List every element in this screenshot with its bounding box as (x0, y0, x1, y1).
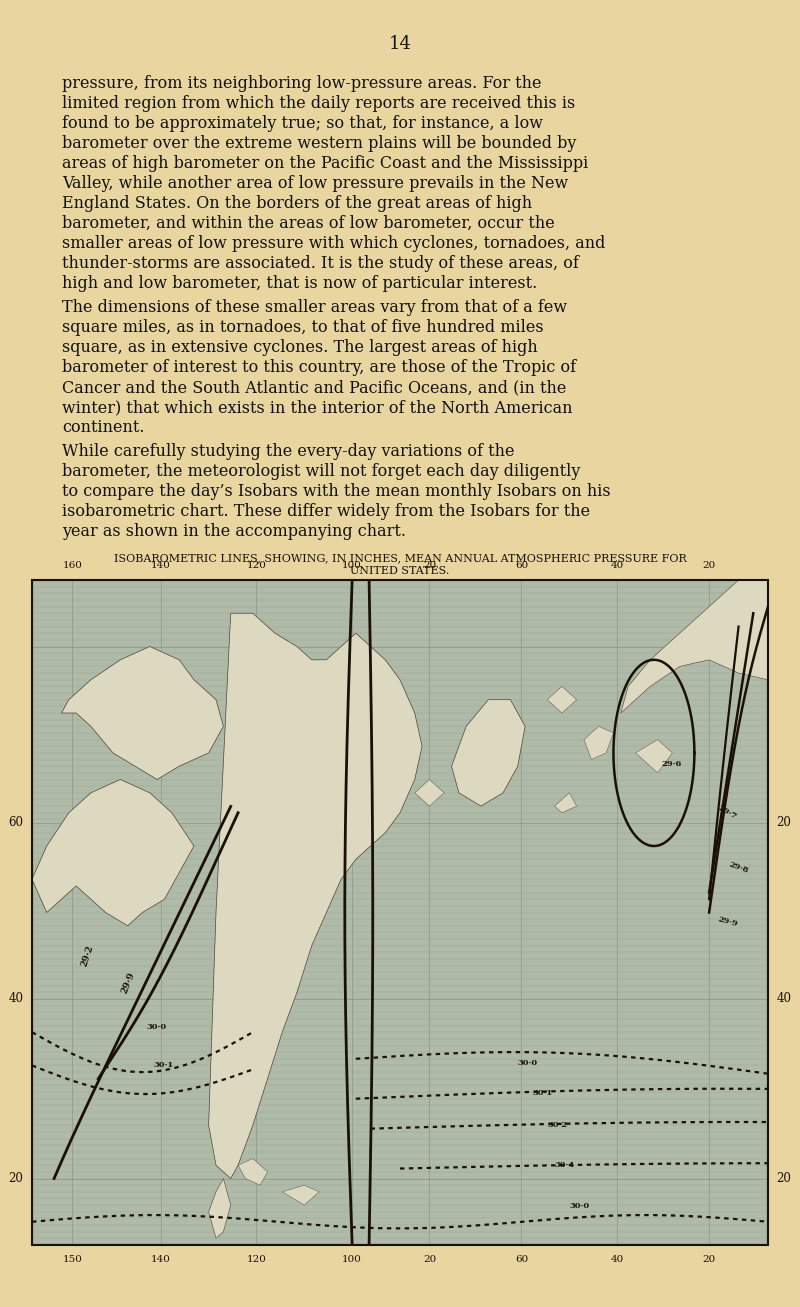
Text: 30·0: 30·0 (570, 1202, 590, 1210)
Text: 30·4: 30·4 (554, 1161, 575, 1168)
Text: 160: 160 (62, 561, 82, 570)
Text: 29·6: 29·6 (662, 761, 682, 769)
Text: winter) that which exists in the interior of the North American: winter) that which exists in the interio… (62, 399, 573, 416)
Text: 40: 40 (9, 992, 23, 1005)
Text: found to be approximately true; so that, for instance, a low: found to be approximately true; so that,… (62, 115, 543, 132)
Text: 29·9: 29·9 (120, 970, 137, 995)
Text: Valley, while another area of low pressure prevails in the New: Valley, while another area of low pressu… (62, 175, 568, 192)
Polygon shape (635, 740, 672, 772)
Text: 20: 20 (777, 1172, 791, 1185)
Text: 20: 20 (702, 1255, 716, 1264)
Text: 29·8: 29·8 (727, 860, 750, 874)
Text: 20: 20 (702, 561, 716, 570)
Text: 29·9: 29·9 (717, 915, 738, 928)
Text: The dimensions of these smaller areas vary from that of a few: The dimensions of these smaller areas va… (62, 299, 567, 316)
Text: continent.: continent. (62, 420, 145, 437)
Text: 60: 60 (9, 817, 23, 829)
Text: 30·1: 30·1 (154, 1061, 174, 1069)
Text: 120: 120 (246, 1255, 266, 1264)
Text: barometer over the extreme western plains will be bounded by: barometer over the extreme western plain… (62, 135, 576, 152)
Text: While carefully studying the every-day variations of the: While carefully studying the every-day v… (62, 443, 514, 460)
Polygon shape (62, 647, 223, 779)
Text: Cancer and the South Atlantic and Pacific Oceans, and (in the: Cancer and the South Atlantic and Pacifi… (62, 379, 566, 396)
Text: 60: 60 (515, 1255, 528, 1264)
Polygon shape (32, 779, 194, 925)
Text: areas of high barometer on the Pacific Coast and the Mississippi: areas of high barometer on the Pacific C… (62, 156, 588, 173)
Text: 20: 20 (423, 1255, 436, 1264)
Polygon shape (238, 1158, 267, 1185)
Text: barometer, and within the areas of low barometer, occur the: barometer, and within the areas of low b… (62, 214, 554, 233)
Polygon shape (547, 686, 577, 714)
Text: square, as in extensive cyclones. The largest areas of high: square, as in extensive cyclones. The la… (62, 339, 538, 356)
Text: 40: 40 (610, 1255, 624, 1264)
Text: pressure, from its neighboring low-pressure areas. For the: pressure, from its neighboring low-press… (62, 74, 542, 91)
Text: ISOBAROMETRIC LINES, SHOWING, IN INCHES, MEAN ANNUAL ATMOSPHERIC PRESSURE FOR: ISOBAROMETRIC LINES, SHOWING, IN INCHES,… (114, 553, 686, 563)
Text: high and low barometer, that is now of particular interest.: high and low barometer, that is now of p… (62, 274, 538, 291)
Text: 29·2: 29·2 (80, 944, 95, 967)
Text: 29·7: 29·7 (717, 804, 738, 821)
Polygon shape (209, 613, 422, 1179)
Polygon shape (554, 793, 577, 813)
Polygon shape (209, 1179, 230, 1238)
Text: England States. On the borders of the great areas of high: England States. On the borders of the gr… (62, 195, 532, 212)
Text: 20: 20 (9, 1172, 23, 1185)
Text: 100: 100 (342, 561, 362, 570)
Text: 30·0: 30·0 (518, 1060, 538, 1068)
Polygon shape (414, 779, 444, 806)
Text: 140: 140 (151, 561, 170, 570)
Text: 30·2: 30·2 (547, 1120, 567, 1129)
Text: limited region from which the daily reports are received this is: limited region from which the daily repo… (62, 95, 575, 112)
Text: 60: 60 (515, 561, 528, 570)
Text: to compare the day’s Isobars with the mean monthly Isobars on his: to compare the day’s Isobars with the me… (62, 484, 610, 501)
Text: 150: 150 (62, 1255, 82, 1264)
Text: barometer of interest to this country, are those of the Tropic of: barometer of interest to this country, a… (62, 359, 576, 376)
Text: 30·1: 30·1 (533, 1089, 553, 1098)
Text: 40: 40 (777, 992, 791, 1005)
Text: 30·0: 30·0 (146, 1023, 166, 1031)
Text: thunder-storms are associated. It is the study of these areas, of: thunder-storms are associated. It is the… (62, 255, 579, 272)
Text: 20: 20 (423, 561, 436, 570)
Text: 14: 14 (389, 35, 411, 54)
Text: 140: 140 (151, 1255, 170, 1264)
Text: 20: 20 (777, 817, 791, 829)
Text: smaller areas of low pressure with which cyclones, tornadoes, and: smaller areas of low pressure with which… (62, 235, 606, 252)
Polygon shape (451, 699, 525, 806)
Text: 100: 100 (342, 1255, 362, 1264)
Text: 40: 40 (610, 561, 624, 570)
Polygon shape (584, 727, 614, 759)
Bar (32, 580, 768, 1246)
Text: barometer, the meteorologist will not forget each day diligently: barometer, the meteorologist will not fo… (62, 463, 580, 480)
Text: 120: 120 (246, 561, 266, 570)
Polygon shape (282, 1185, 319, 1205)
Text: square miles, as in tornadoes, to that of five hundred miles: square miles, as in tornadoes, to that o… (62, 319, 544, 336)
Text: isobarometric chart. These differ widely from the Isobars for the: isobarometric chart. These differ widely… (62, 503, 590, 520)
Text: year as shown in the accompanying chart.: year as shown in the accompanying chart. (62, 523, 406, 540)
Text: UNITED STATES.: UNITED STATES. (350, 566, 450, 576)
Polygon shape (621, 580, 768, 714)
